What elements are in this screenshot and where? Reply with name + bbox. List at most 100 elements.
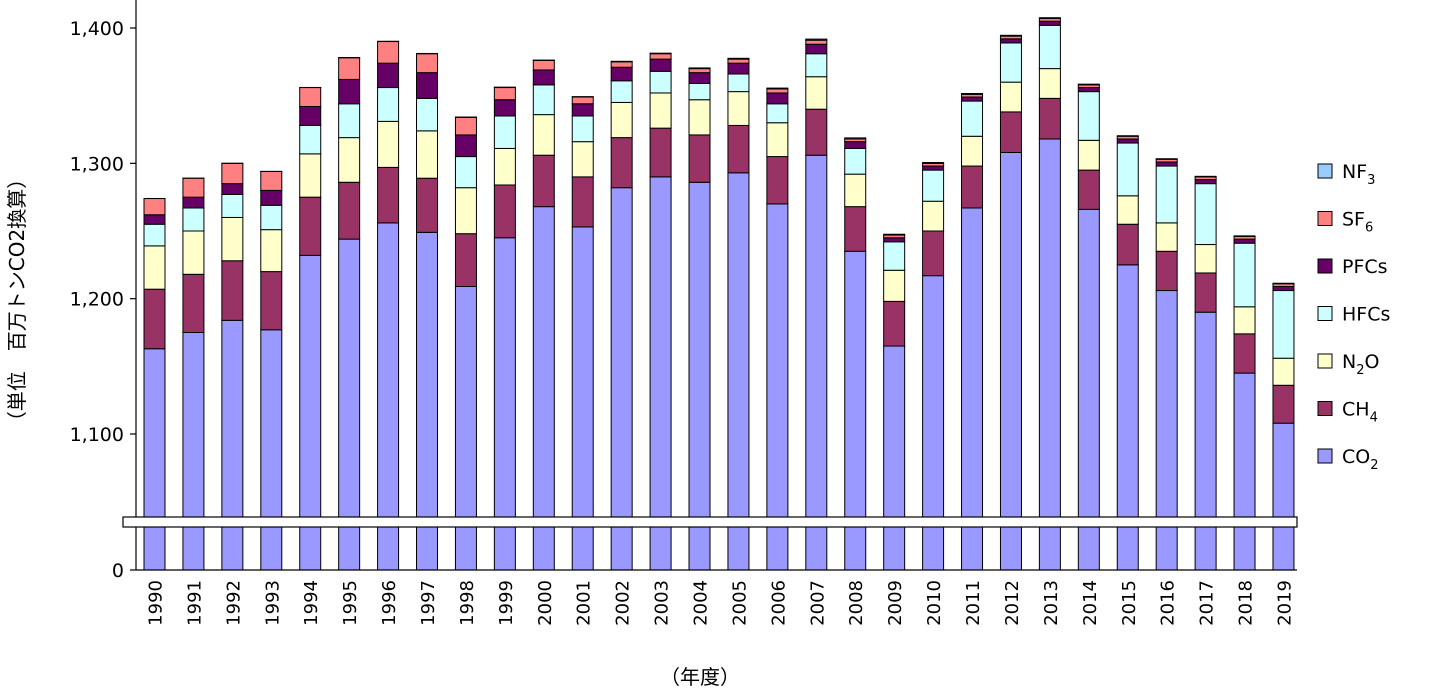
bar-segment-co2-lower-2016 [1156,527,1177,570]
bar-segment-nf3-2017 [1195,176,1216,177]
bar-segment-co2-lower-2017 [1195,527,1216,570]
bar-segment-hfcs-1998 [455,157,476,188]
bar-segment-hfcs-2011 [962,101,983,136]
y-axis-title: （単位 百万トンCO2換算） [5,169,29,431]
x-tick-label: 2005 [729,580,750,626]
bar-segment-co2-lower-2003 [650,527,671,570]
bar-segment-n2o-2007 [806,77,827,109]
legend-swatch-hfcs [1318,307,1332,321]
bar-segment-hfcs-2014 [1078,92,1099,141]
bar-segment-n2o-1990 [144,246,165,289]
bar-segment-nf3-2004 [689,68,710,69]
bar-segment-sf6-1996 [378,42,399,64]
bar-segment-pfcs-2017 [1195,180,1216,184]
bar-segment-ch4-2013 [1039,98,1060,139]
bar-segment-sf6-2002 [611,62,632,67]
bar-segment-pfcs-2007 [806,44,827,53]
legend-swatch-pfcs [1318,259,1332,273]
bar-segment-hfcs-1996 [378,88,399,122]
bar-segment-co2-lower-2007 [806,527,827,570]
x-tick-label: 2004 [691,580,712,626]
bar-segment-nf3-2005 [728,58,749,59]
legend-label-n2o: N2O [1342,351,1379,378]
bar-segment-ch4-2000 [533,155,554,206]
x-tick-label: 2018 [1236,580,1257,626]
x-tick-label: 1998 [457,580,478,626]
bar-segment-n2o-2002 [611,102,632,137]
x-tick-label: 2000 [535,580,556,626]
bar-segment-n2o-2019 [1273,358,1294,385]
legend-swatch-n2o [1318,354,1332,368]
x-tick-label: 2015 [1119,580,1140,626]
x-tick-label: 1990 [146,580,167,626]
bar-segment-hfcs-2019 [1273,291,1294,359]
bar-segment-co2-2006 [767,204,788,517]
bar-segment-hfcs-2008 [845,148,866,174]
bar-segment-hfcs-2002 [611,81,632,103]
bar-segment-co2-lower-2018 [1234,527,1255,570]
bar-segment-pfcs-2000 [533,70,554,85]
bar-segment-co2-2004 [689,182,710,517]
bar-segment-ch4-2006 [767,157,788,204]
bar-segment-n2o-2011 [962,136,983,166]
bar-segment-sf6-1991 [183,178,204,197]
bar-segment-co2-lower-2006 [767,527,788,570]
bar-segment-hfcs-2017 [1195,184,1216,245]
bar-segment-ch4-2001 [572,177,593,227]
bar-segment-nf3-2006 [767,88,788,89]
x-axis-title: （年度） [660,665,740,689]
bar-segment-ch4-2012 [1000,112,1021,153]
bar-segment-pfcs-2012 [1000,39,1021,43]
bar-segment-co2-lower-2013 [1039,527,1060,570]
y-tick-label: 1,100 [70,424,124,446]
legend-swatch-nf3 [1318,164,1332,178]
bar-segment-pfcs-2009 [884,238,905,242]
bar-segment-ch4-2005 [728,125,749,172]
bar-segment-hfcs-2010 [923,170,944,201]
bar-segment-sf6-2005 [728,59,749,63]
bar-segment-ch4-1995 [339,182,360,239]
legend-swatch-ch4 [1318,402,1332,416]
bar-segment-nf3-2012 [1000,35,1021,36]
bar-segment-hfcs-2018 [1234,243,1255,307]
bar-segment-co2-2012 [1000,153,1021,517]
bar-segment-n2o-2017 [1195,245,1216,273]
bar-segment-sf6-1992 [222,163,243,183]
bar-segment-co2-lower-1993 [261,527,282,570]
x-tick-label: 2003 [652,580,673,626]
bar-segment-ch4-2002 [611,138,632,188]
bar-segment-ch4-1994 [300,197,321,255]
y-tick-label: 1,300 [70,153,124,175]
bar-segment-n2o-1997 [417,131,438,178]
bar-segment-hfcs-1999 [494,116,515,148]
bar-segment-pfcs-2016 [1156,162,1177,166]
bar-segment-nf3-2007 [806,39,827,40]
x-tick-label: 2008 [846,580,867,626]
bar-segment-pfcs-1997 [417,73,438,99]
bar-segment-ch4-2011 [962,166,983,208]
bar-segment-hfcs-2016 [1156,166,1177,223]
bar-segment-pfcs-1995 [339,79,360,103]
axis-break-band [123,517,1297,527]
bar-segment-ch4-1992 [222,261,243,321]
bar-segment-ch4-1998 [455,234,476,287]
bar-segment-co2-lower-2009 [884,527,905,570]
bar-segment-n2o-2012 [1000,82,1021,112]
bar-segment-n2o-1994 [300,154,321,197]
x-tick-label: 2007 [807,580,828,626]
x-tick-label: 1999 [496,580,517,626]
bar-segment-hfcs-2000 [533,85,554,115]
bar-segment-pfcs-2014 [1078,88,1099,92]
bar-segment-nf3-2014 [1078,84,1099,85]
bar-segment-ch4-1996 [378,167,399,222]
bar-segment-ch4-2016 [1156,251,1177,290]
bar-segment-co2-lower-2008 [845,527,866,570]
bar-segment-co2-2003 [650,177,671,517]
x-tick-label: 2019 [1274,580,1295,626]
bar-segment-nf3-2015 [1117,136,1138,137]
bar-segment-ch4-2015 [1117,224,1138,265]
bar-segment-nf3-2010 [923,163,944,164]
bar-segment-co2-lower-1995 [339,527,360,570]
